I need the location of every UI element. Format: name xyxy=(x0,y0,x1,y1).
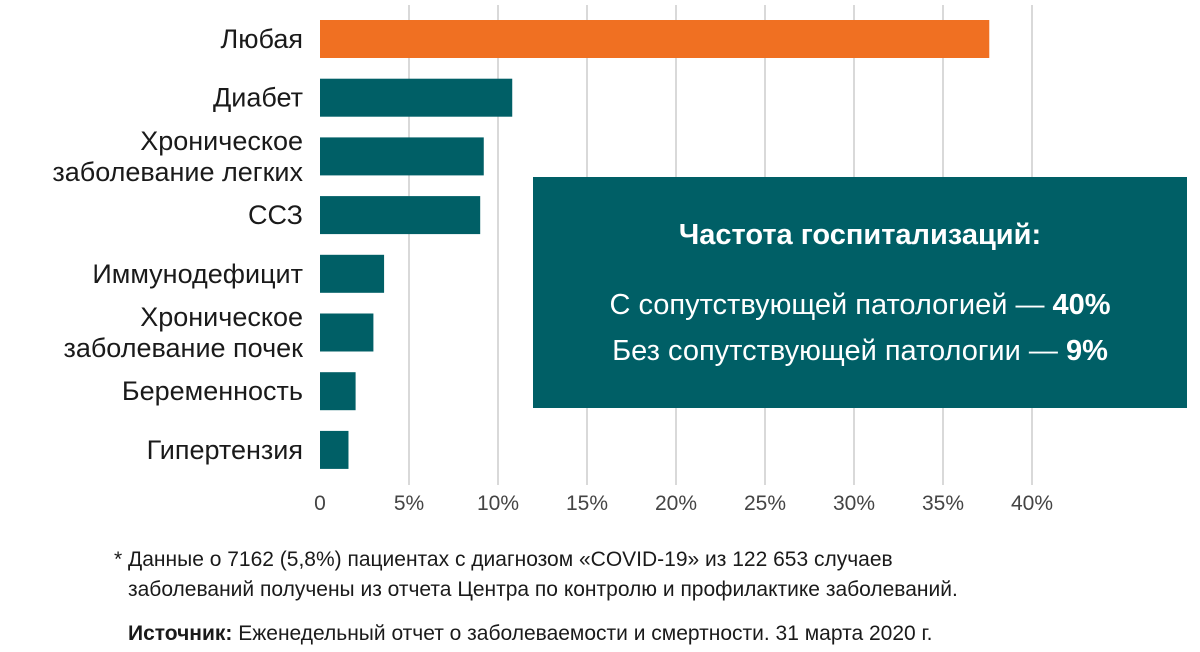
bar xyxy=(320,254,385,293)
callout-line1-value: 40% xyxy=(1052,289,1111,321)
category-label: Гипертензия xyxy=(147,435,303,465)
category-label-line: Любая xyxy=(221,24,303,54)
x-tick-label: 0 xyxy=(314,492,326,515)
hospitalization-callout: Частота госпитализаций: С сопутствующей … xyxy=(533,177,1187,408)
footnote: * Данные о 7162 (5,8%) пациентах с диагн… xyxy=(114,545,958,605)
bar xyxy=(320,78,513,117)
x-tick-label: 20% xyxy=(655,492,697,515)
x-tick-label: 35% xyxy=(922,492,964,515)
footnote-line2: заболеваний получены из отчета Центра по… xyxy=(128,578,958,601)
bar xyxy=(320,137,484,176)
bar-highlight xyxy=(320,20,990,58)
bar xyxy=(320,430,349,469)
callout-line2-value: 9% xyxy=(1065,335,1108,367)
x-tick-label: 30% xyxy=(833,492,875,515)
x-tick-label: 5% xyxy=(394,492,424,515)
x-tick-label: 10% xyxy=(477,492,519,515)
callout-line2-text: Без сопутствующей патологии — xyxy=(612,335,1066,367)
category-label-line: ССЗ xyxy=(248,200,303,230)
bar xyxy=(320,196,481,235)
category-label: Иммунодефицит xyxy=(92,259,303,289)
category-label-line: заболевание легких xyxy=(52,157,303,187)
category-label: Любая xyxy=(221,24,303,54)
category-label: Хроническое заболевание легких xyxy=(52,126,303,187)
category-label-line: Диабет xyxy=(213,83,303,113)
bars xyxy=(320,20,990,469)
bar xyxy=(320,313,374,352)
x-tick-label: 15% xyxy=(566,492,608,515)
category-label-line: Гипертензия xyxy=(147,435,303,465)
footnote-line1: * Данные о 7162 (5,8%) пациентах с диагн… xyxy=(114,548,893,571)
category-label: Диабет xyxy=(213,83,303,113)
category-label-line: Хроническое xyxy=(140,126,303,156)
category-label: ССЗ xyxy=(248,200,303,230)
source-label: Источник: xyxy=(128,622,233,645)
category-label-line: Беременность xyxy=(122,376,303,406)
x-tick-label: 25% xyxy=(744,492,786,515)
category-label-line: Иммунодефицит xyxy=(92,259,303,289)
category-label: Беременность xyxy=(122,376,303,406)
x-axis-ticks: 0 5% 10% 15% 20% 25% 30% 35% 40% xyxy=(314,492,1053,515)
category-label-line: заболевание почек xyxy=(63,333,303,363)
bar xyxy=(320,372,356,411)
x-tick-label: 40% xyxy=(1011,492,1053,515)
category-label-line: Хроническое xyxy=(140,302,303,332)
callout-line1-text: С сопутствующей патологией — xyxy=(609,289,1053,321)
category-label: Хроническое заболевание почек xyxy=(63,302,303,363)
callout-line-without-comorbidity: Без сопутствующей патологии — 9% xyxy=(533,335,1187,368)
callout-line-with-comorbidity: С сопутствующей патологией — 40% xyxy=(533,289,1187,322)
callout-title: Частота госпитализаций: xyxy=(678,219,1042,251)
source-note: Источник: Еженедельный отчет о заболевае… xyxy=(128,622,932,646)
source-text: Еженедельный отчет о заболеваемости и см… xyxy=(232,622,933,645)
